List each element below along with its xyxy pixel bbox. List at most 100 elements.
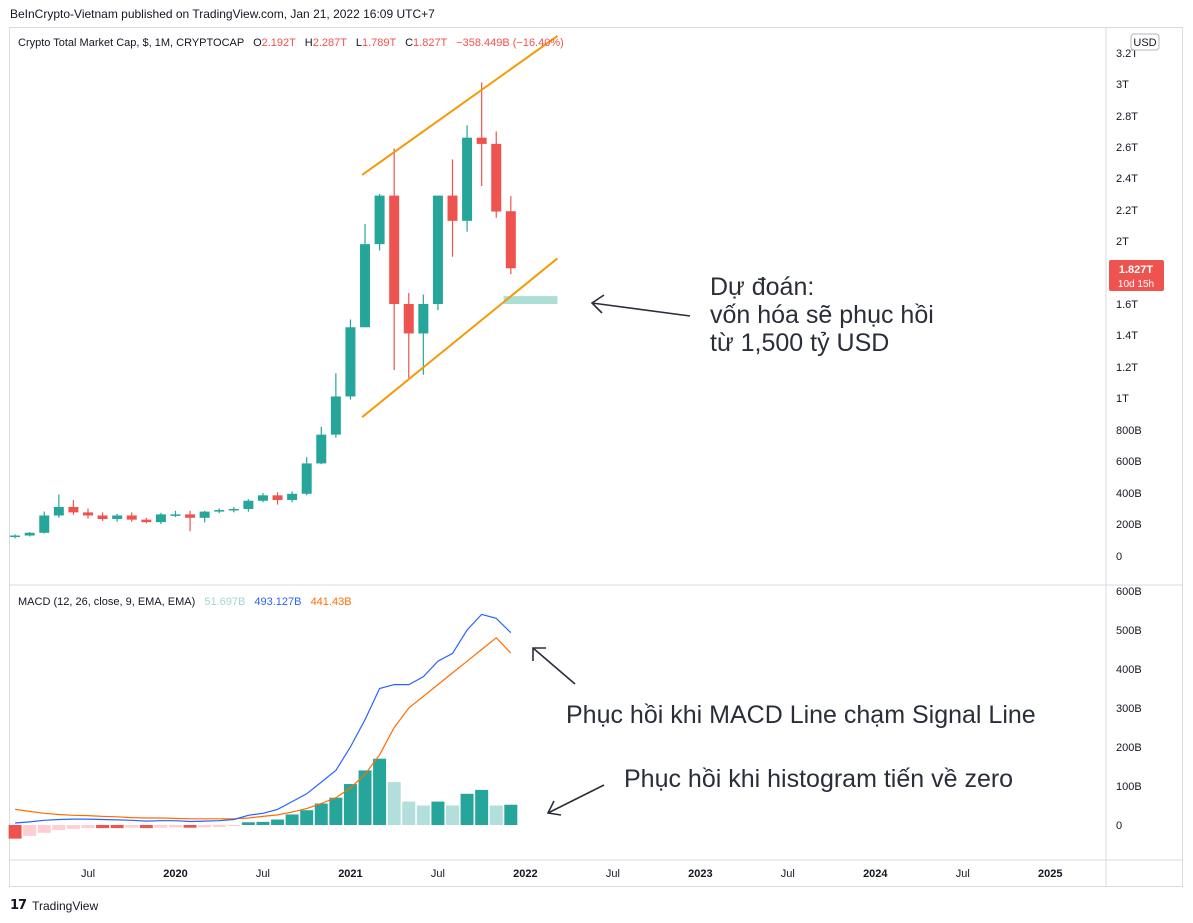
candle-body-23 [345, 327, 356, 397]
macd-hist-bar-12 [183, 825, 197, 828]
price-tick-12: 2.6T [1116, 142, 1138, 154]
macd-legend-title: MACD (12, 26, close, 9, EMA, EMA) [18, 596, 195, 608]
price-tick-4: 800B [1116, 425, 1142, 437]
macd-hist-bar-29 [431, 801, 445, 825]
candle-body-32 [476, 137, 487, 144]
footer-brand[interactable]: TradingView [32, 898, 99, 913]
candle-body-34 [505, 211, 516, 269]
legend-symbol: Crypto Total Market Cap, $, 1M, CRYPTOCA… [18, 37, 244, 49]
macd-line [15, 613, 512, 824]
macd-note-arrow [532, 647, 576, 685]
candle-body-2 [39, 515, 50, 533]
candle-body-27 [403, 304, 414, 334]
macd-hist-bar-8 [125, 825, 139, 828]
candles-group[interactable] [10, 82, 516, 539]
price-tick-15: 3.2T [1116, 48, 1138, 60]
macd-legend: MACD (12, 26, close, 9, EMA, EMA) 51.697… [18, 596, 352, 608]
time-tick-10: Jul [956, 868, 970, 880]
legend-o-label: O [253, 37, 262, 49]
macd-hist-bar-14 [212, 825, 226, 827]
time-tick-9: 2024 [863, 868, 888, 880]
macd-hist-bar-17 [256, 821, 270, 825]
candle-body-17 [257, 495, 268, 501]
price-tick-9: 2T [1116, 236, 1129, 248]
macd-axis[interactable]: 0 100B 200B 300B 400B 500B 600B [1116, 586, 1142, 832]
publish-header: BeInCrypto-Vietnam published on TradingV… [10, 7, 435, 21]
trend-lines-group[interactable] [361, 35, 559, 418]
candle-body-9 [141, 519, 152, 523]
legend-l-value: 1.789T [362, 37, 397, 49]
price-axis[interactable]: 0 200B 400B 600B 800B 1T 1.2T 1.4T 1.6T 2T 2.2T 2.4… [1116, 48, 1142, 563]
candle-body-7 [112, 515, 123, 520]
candle-body-25 [374, 195, 385, 245]
macd-hist-bar-19 [285, 814, 299, 825]
macd-hist-bar-22 [329, 797, 343, 825]
time-tick-3: 2021 [338, 868, 362, 880]
macd-hist-bar-11 [168, 825, 182, 828]
candle-body-29 [432, 195, 443, 304]
currency-badge[interactable] [1130, 33, 1160, 51]
chart-frame [9, 27, 1183, 887]
currency-badge-label: USD [1133, 37, 1156, 49]
macd-hist-bar-6 [96, 825, 110, 829]
macd-hist-bar-16 [241, 822, 255, 825]
time-tick-2: Jul [256, 868, 270, 880]
price-tick-1: 200B [1116, 519, 1142, 531]
candle-body-11 [170, 514, 181, 516]
legend-l-label: L [356, 37, 362, 49]
candle-body-30 [447, 195, 458, 221]
price-tick-8: 1.6T [1116, 299, 1138, 311]
candle-body-24 [360, 244, 371, 328]
hist-note-arrow [546, 784, 605, 816]
time-axis[interactable]: Jul 2020 Jul 2021 Jul 2022 Jul 2023 Jul 2024 Jul 20… [81, 868, 1063, 880]
candle-body-21 [316, 434, 327, 464]
macd-tick-1: 100B [1116, 781, 1142, 793]
macd-hist-bar-34 [504, 804, 518, 825]
macd-hist-bar-32 [475, 789, 489, 825]
macd-tick-0: 0 [1116, 820, 1122, 832]
last-price-value: 1.827T [1119, 264, 1154, 276]
candle-body-12 [185, 514, 196, 518]
candle-body-1 [24, 532, 35, 536]
candle-body-8 [126, 515, 137, 520]
legend-change: −358.449B (−16.40%) [456, 37, 564, 49]
macd-histogram-group [8, 758, 518, 839]
time-tick-5: 2022 [513, 868, 537, 880]
candle-body-13 [199, 511, 210, 518]
macd-hist-bar-18 [271, 819, 285, 825]
candle-body-18 [272, 495, 283, 500]
time-tick-7: 2023 [688, 868, 712, 880]
candle-body-15 [228, 508, 239, 511]
legend-c-value: 1.827T [413, 37, 448, 49]
macd-hist-bar-27 [402, 801, 416, 825]
macd-hist-bar-7 [110, 825, 124, 829]
price-tick-3: 600B [1116, 456, 1142, 468]
macd-hist-bar-13 [198, 825, 212, 828]
prediction-arrow [590, 294, 691, 317]
price-tick-0: 0 [1116, 551, 1122, 563]
macd-hist-bar-5 [81, 825, 95, 829]
macd-hist-bar-24 [358, 770, 372, 825]
macd-tick-5: 500B [1116, 625, 1142, 637]
macd-lines-group [15, 613, 512, 824]
tradingview-logo-icon[interactable]: 17 [10, 898, 27, 913]
legend-o-value: 2.192T [262, 37, 297, 49]
legend-h-value: 2.287T [313, 37, 348, 49]
candle-body-31 [462, 137, 473, 221]
macd-hist-bar-26 [387, 782, 401, 825]
macd-hist-bar-21 [314, 803, 328, 825]
time-tick-1: 2020 [163, 868, 187, 880]
candle-body-19 [287, 493, 298, 500]
price-tick-13: 2.8T [1116, 111, 1138, 123]
macd-hist-bar-3 [52, 825, 66, 831]
time-tick-4: Jul [431, 868, 445, 880]
price-tick-14: 3T [1116, 79, 1129, 91]
macd-hist-bar-1 [23, 825, 37, 836]
candle-body-3 [53, 506, 64, 516]
price-tick-11: 2.4T [1116, 173, 1138, 185]
time-tick-8: Jul [781, 868, 795, 880]
price-tick-2: 400B [1116, 488, 1142, 500]
macd-legend-hist: 51.697B [204, 596, 245, 608]
macd-hist-bar-9 [139, 825, 153, 829]
